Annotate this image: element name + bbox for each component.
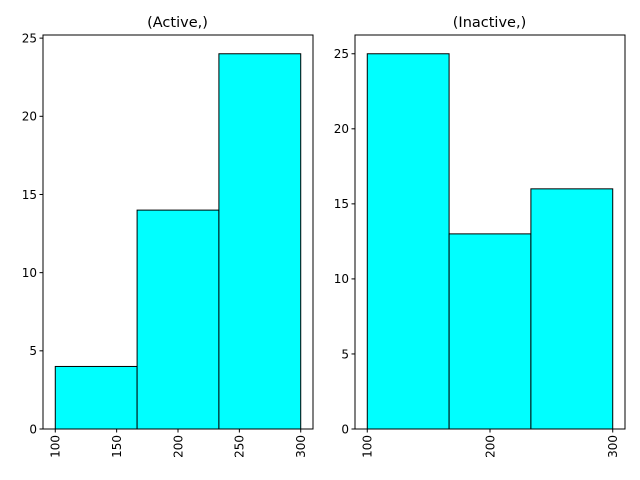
subplot-inactive: (Inactive,) 0 5 10 15 20 25 100 200 300	[334, 15, 626, 458]
bar-inactive-0	[366, 53, 450, 430]
x-axis-active: 100 150 200 250 300	[49, 429, 308, 458]
subplot-title-inactive: (Inactive,)	[453, 15, 526, 31]
xtick-label-inactive-0: 100	[361, 435, 375, 458]
bar-active-2	[218, 53, 302, 430]
bar-active-0	[54, 365, 138, 430]
ytick-label-active-2: 10	[22, 266, 37, 280]
y-axis-active: 0 5 10 15 20 25	[22, 31, 43, 436]
ytick-label-inactive-1: 5	[341, 347, 349, 361]
bar-inactive-2	[530, 188, 614, 430]
axes-frame-active	[42, 34, 314, 430]
bars-inactive	[366, 53, 614, 430]
subplot-title-active: (Active,)	[147, 15, 208, 31]
ytick-label-active-3: 15	[22, 188, 37, 202]
bar-inactive-1	[448, 233, 532, 430]
ytick-label-inactive-4: 20	[334, 122, 349, 136]
xtick-label-active-0: 100	[49, 435, 63, 458]
ytick-label-inactive-0: 0	[341, 422, 349, 436]
y-axis-inactive: 0 5 10 15 20 25	[334, 47, 355, 436]
xtick-label-active-2: 200	[171, 435, 185, 458]
xtick-label-active-4: 300	[294, 435, 308, 458]
x-axis-inactive: 100 200 300	[361, 429, 620, 458]
xtick-label-inactive-2: 300	[606, 435, 620, 458]
ytick-label-active-1: 5	[29, 344, 37, 358]
ytick-label-inactive-2: 10	[334, 272, 349, 286]
bars-active	[54, 53, 302, 430]
axes-frame-inactive	[354, 34, 626, 430]
ytick-label-active-0: 0	[29, 422, 37, 436]
bar-active-1	[136, 209, 220, 430]
ytick-label-active-5: 25	[22, 31, 37, 45]
xtick-label-active-3: 250	[233, 435, 247, 458]
xtick-label-active-1: 150	[110, 435, 124, 458]
subplot-active: (Active,) 0 5 10 15 20 25 100 150 200 250 300	[22, 15, 314, 458]
xtick-label-inactive-1: 200	[483, 435, 497, 458]
ytick-label-inactive-5: 25	[334, 47, 349, 61]
ytick-label-active-4: 20	[22, 110, 37, 124]
ytick-label-inactive-3: 15	[334, 197, 349, 211]
